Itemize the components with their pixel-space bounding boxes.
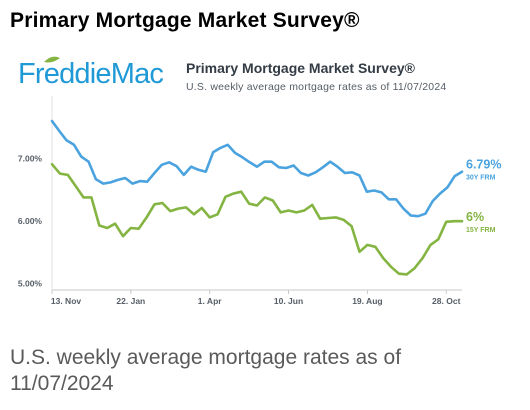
page-caption: U.S. weekly average mortgage rates as of…	[10, 346, 402, 395]
x-tick-label: 1. Apr	[198, 296, 222, 306]
series-line-15y	[50, 162, 464, 276]
chart-subtitle: U.S. weekly average mortgage rates as of…	[186, 81, 447, 93]
x-tick-label: 10. Jun	[274, 296, 303, 306]
logo-text-mac: Mac	[110, 58, 164, 90]
plot-area	[52, 96, 462, 290]
chart-title: Primary Mortgage Market Survey®	[186, 60, 415, 76]
page-heading: Primary Mortgage Market Survey®	[10, 9, 360, 32]
x-tick-label: 28. Oct	[432, 296, 461, 306]
x-tick-label: 22. Jan	[116, 296, 145, 306]
series-value-label: 6%	[466, 210, 484, 224]
y-tick-label: 5.00%	[18, 279, 43, 289]
logo-text-freddie: Freddie	[18, 58, 112, 90]
x-tick-label: 19. Aug	[352, 296, 382, 306]
series-value-label: 6.79%	[466, 158, 501, 172]
logo-leaf-icon	[44, 56, 60, 63]
chart-figure: 7.00% 6.00% 5.00% 13. Nov 22. Jan 1. Apr 10. J…	[0, 48, 530, 310]
chart-plot: 7.00% 6.00% 5.00% 13. Nov 22. Jan 1. Apr 10. J…	[18, 56, 501, 306]
freddie-mac-logo: FreddieMac	[18, 58, 164, 91]
x-tick-label: 13. Nov	[51, 296, 82, 306]
series-name-label: 15Y FRM	[466, 227, 496, 234]
y-tick-label: 6.00%	[18, 216, 43, 226]
y-tick-label: 7.00%	[18, 154, 43, 164]
series-name-label: 30Y FRM	[466, 175, 496, 182]
series-line-30y	[50, 119, 464, 218]
